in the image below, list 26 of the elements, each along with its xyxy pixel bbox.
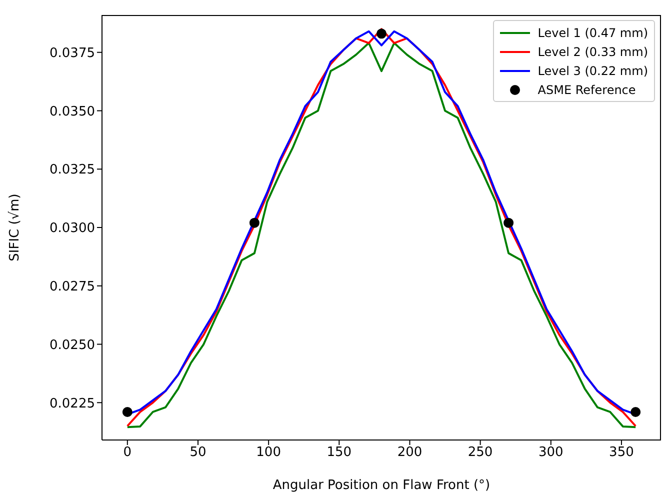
y-tick-label: 0.0250 — [50, 338, 95, 353]
x-tick-label: 350 — [609, 445, 634, 460]
y-tick-label: 0.0325 — [50, 162, 95, 178]
x-axis-title: Angular Position on Flaw Front (°) — [272, 478, 490, 493]
x-tick-label: 300 — [538, 445, 564, 460]
point — [376, 28, 386, 39]
y-axis-title: SIFIC (√m) — [8, 194, 23, 262]
x-tick-label: 50 — [190, 445, 206, 460]
legend-label: ASME Reference — [538, 82, 636, 96]
y-tick-label: 0.0375 — [50, 46, 95, 61]
point — [630, 406, 641, 417]
point — [249, 218, 260, 228]
legend-label: Level 2 (0.33 mm) — [538, 44, 648, 58]
legend-label: Level 3 (0.22 mm) — [538, 64, 648, 78]
y-tick-label: 0.0275 — [50, 279, 95, 294]
x-tick-label: 200 — [397, 445, 422, 460]
y-tick-label: 0.0350 — [50, 104, 95, 120]
point — [504, 218, 514, 228]
y-tick-label: 0.0225 — [50, 396, 95, 412]
point — [122, 406, 132, 417]
legend-label: Level 1 (0.47 mm) — [538, 26, 648, 40]
y-tick-label: 0.0300 — [50, 221, 95, 236]
x-tick-label: 100 — [256, 445, 281, 460]
x-tick-label: 150 — [326, 445, 352, 460]
x-tick-label: 250 — [468, 445, 493, 460]
x-tick-label: 0 — [123, 445, 132, 460]
